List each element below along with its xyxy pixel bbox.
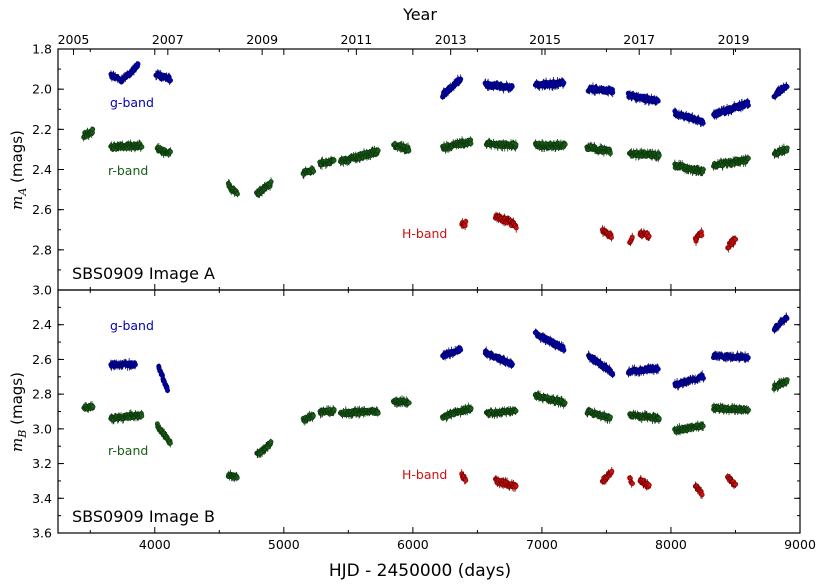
data-point	[561, 80, 567, 86]
panel-a-y-axis-label: mA (mags)	[8, 130, 29, 210]
data-point	[139, 144, 145, 150]
data-point	[406, 148, 412, 154]
series-r-band-panel-a	[81, 126, 790, 199]
panel-a-title: SBS0909 Image A	[72, 264, 215, 283]
data-point	[331, 157, 337, 163]
data-point	[167, 440, 173, 446]
data-point	[268, 439, 274, 445]
data-point	[165, 388, 171, 394]
data-point	[513, 225, 519, 231]
data-point	[406, 400, 412, 406]
data-point	[561, 347, 567, 353]
data-point	[468, 405, 474, 411]
data-point	[745, 102, 751, 108]
data-point	[135, 61, 141, 67]
data-point	[311, 168, 317, 174]
series-g-band-panel-b	[108, 312, 790, 394]
data-point	[268, 179, 274, 185]
data-point	[655, 98, 661, 104]
panel-a-g-band-label: g-band	[110, 95, 154, 110]
data-point	[784, 315, 790, 321]
data-point	[234, 475, 240, 481]
y-tick-label: 3.2	[32, 456, 52, 471]
data-point	[607, 150, 613, 156]
y-tick-label: 3.0	[32, 421, 52, 436]
y-tick-label: 2.8	[32, 387, 52, 402]
x-axis-title: HJD - 2450000 (days)	[329, 561, 511, 581]
data-point	[167, 149, 173, 155]
data-point	[331, 407, 337, 413]
y-tick-label: 2.4	[32, 317, 52, 332]
data-point	[132, 362, 138, 368]
data-point	[509, 361, 515, 367]
data-point	[700, 375, 706, 381]
y-tick-label: 3.4	[32, 491, 52, 506]
data-point	[745, 155, 751, 161]
series-g-band-panel-a	[108, 60, 790, 128]
data-point	[513, 408, 519, 414]
y-tick-label: 1.8	[32, 42, 52, 57]
data-point	[458, 76, 464, 82]
data-point	[468, 140, 474, 146]
y-tick-label: 3.6	[32, 526, 52, 541]
data-point	[610, 89, 616, 95]
series-H-band-panel-a	[459, 211, 739, 253]
data-point	[646, 233, 652, 239]
data-point	[310, 413, 316, 419]
data-point	[463, 218, 469, 224]
data-point	[608, 234, 614, 240]
y-tick-label: 2.4	[32, 162, 52, 177]
top-axis-title: Year	[402, 5, 437, 24]
y-tick-label: 2.2	[32, 122, 52, 137]
y-tick-label: 3.0	[32, 283, 52, 298]
panel-a-ticks: 1.8 2.0 2.2 2.4 2.6 2.8 3.0	[32, 42, 801, 298]
data-point	[139, 413, 145, 419]
data-point	[745, 355, 751, 361]
data-point	[513, 142, 519, 148]
data-point	[629, 234, 635, 240]
data-point	[655, 366, 661, 372]
data-point	[167, 77, 173, 83]
panel-b: 2.42.62.83.03.23.43.6 mB (mags) SBS0909 …	[8, 289, 801, 541]
data-point	[234, 191, 240, 197]
panel-a-y-label-main: m	[8, 196, 26, 210]
data-point	[90, 126, 96, 132]
data-point	[607, 414, 613, 420]
data-point	[509, 84, 515, 90]
data-point	[375, 148, 381, 154]
panel-b-frame	[57, 289, 801, 534]
data-point	[610, 372, 616, 378]
panel-a-h-band-label: H-band	[402, 226, 447, 241]
panel-a-y-label-sub: A	[16, 188, 29, 197]
data-point	[656, 416, 662, 422]
data-point	[699, 232, 705, 238]
data-point	[562, 141, 568, 147]
y-tick-label: 2.8	[32, 242, 52, 257]
data-point	[784, 84, 790, 90]
panel-a-y-label-unit: (mags)	[8, 130, 26, 188]
data-point	[375, 410, 381, 416]
data-point	[462, 223, 468, 229]
data-point	[90, 404, 96, 410]
panel-a-points	[81, 60, 790, 253]
panel-a: 1.8 2.0 2.2 2.4 2.6 2.8 3.0 mA (mags) SBS0909 …	[8, 42, 801, 298]
panel-a-r-band-label: r-band	[108, 163, 148, 178]
data-point	[656, 152, 662, 158]
y-tick-label: 2.6	[32, 352, 52, 367]
y-tick-label: 2.0	[32, 82, 52, 97]
data-point	[733, 236, 739, 242]
y-tick-label: 2.6	[32, 202, 52, 217]
data-point	[562, 400, 568, 406]
data-point	[700, 167, 706, 173]
data-point	[700, 423, 706, 429]
data-point	[458, 347, 464, 353]
data-point	[784, 145, 790, 151]
data-point	[700, 120, 706, 126]
